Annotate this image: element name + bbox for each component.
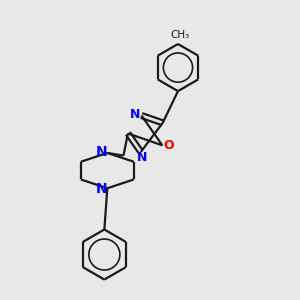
Text: O: O <box>164 139 174 152</box>
Text: N: N <box>96 182 107 197</box>
Text: N: N <box>96 145 107 159</box>
Text: N: N <box>137 151 147 164</box>
Text: N: N <box>130 108 140 121</box>
Text: CH₃: CH₃ <box>171 30 190 40</box>
